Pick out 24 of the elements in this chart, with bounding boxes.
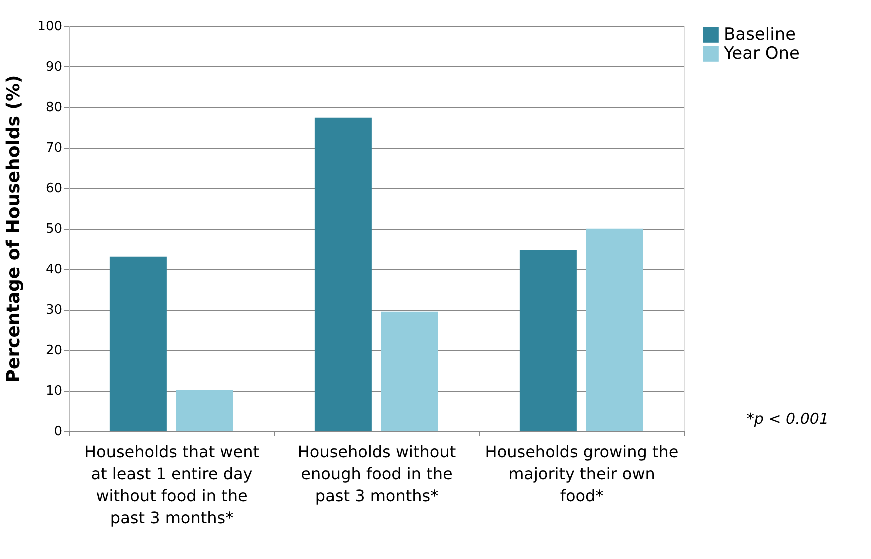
y-tick-label: 100 [38, 20, 62, 34]
y-tick-label: 60 [46, 182, 62, 196]
legend-label: Baseline [724, 25, 796, 45]
text: *p < 0.001 [746, 410, 829, 428]
y-axis-title: Percentage of Households (%) [4, 75, 25, 383]
bar [110, 256, 167, 431]
y-tick-label: 10 [46, 384, 62, 399]
y-tick-label: 40 [46, 262, 62, 278]
x-tick-label: Households without enough food in the past 3 months* [298, 442, 456, 506]
bar [314, 118, 372, 431]
bar [176, 390, 234, 431]
bar [586, 228, 644, 431]
y-tick-label: 50 [46, 222, 62, 237]
y-tick-label: 90 [46, 60, 62, 75]
legend-label: Year One [723, 44, 800, 64]
bar [381, 312, 438, 431]
y-tick-label: 70 [46, 141, 62, 156]
y-tick-label: 30 [46, 303, 62, 318]
x-tick-label: Households growing the majority their own food* [485, 442, 679, 506]
y-tick-label: 0 [54, 424, 62, 440]
x-tick-label: Households that went at least 1 entire day without food in the past 3 months* [84, 442, 260, 528]
y-tick-label: 20 [46, 344, 62, 358]
y-tick-label: 80 [46, 100, 62, 116]
bar [520, 250, 577, 431]
